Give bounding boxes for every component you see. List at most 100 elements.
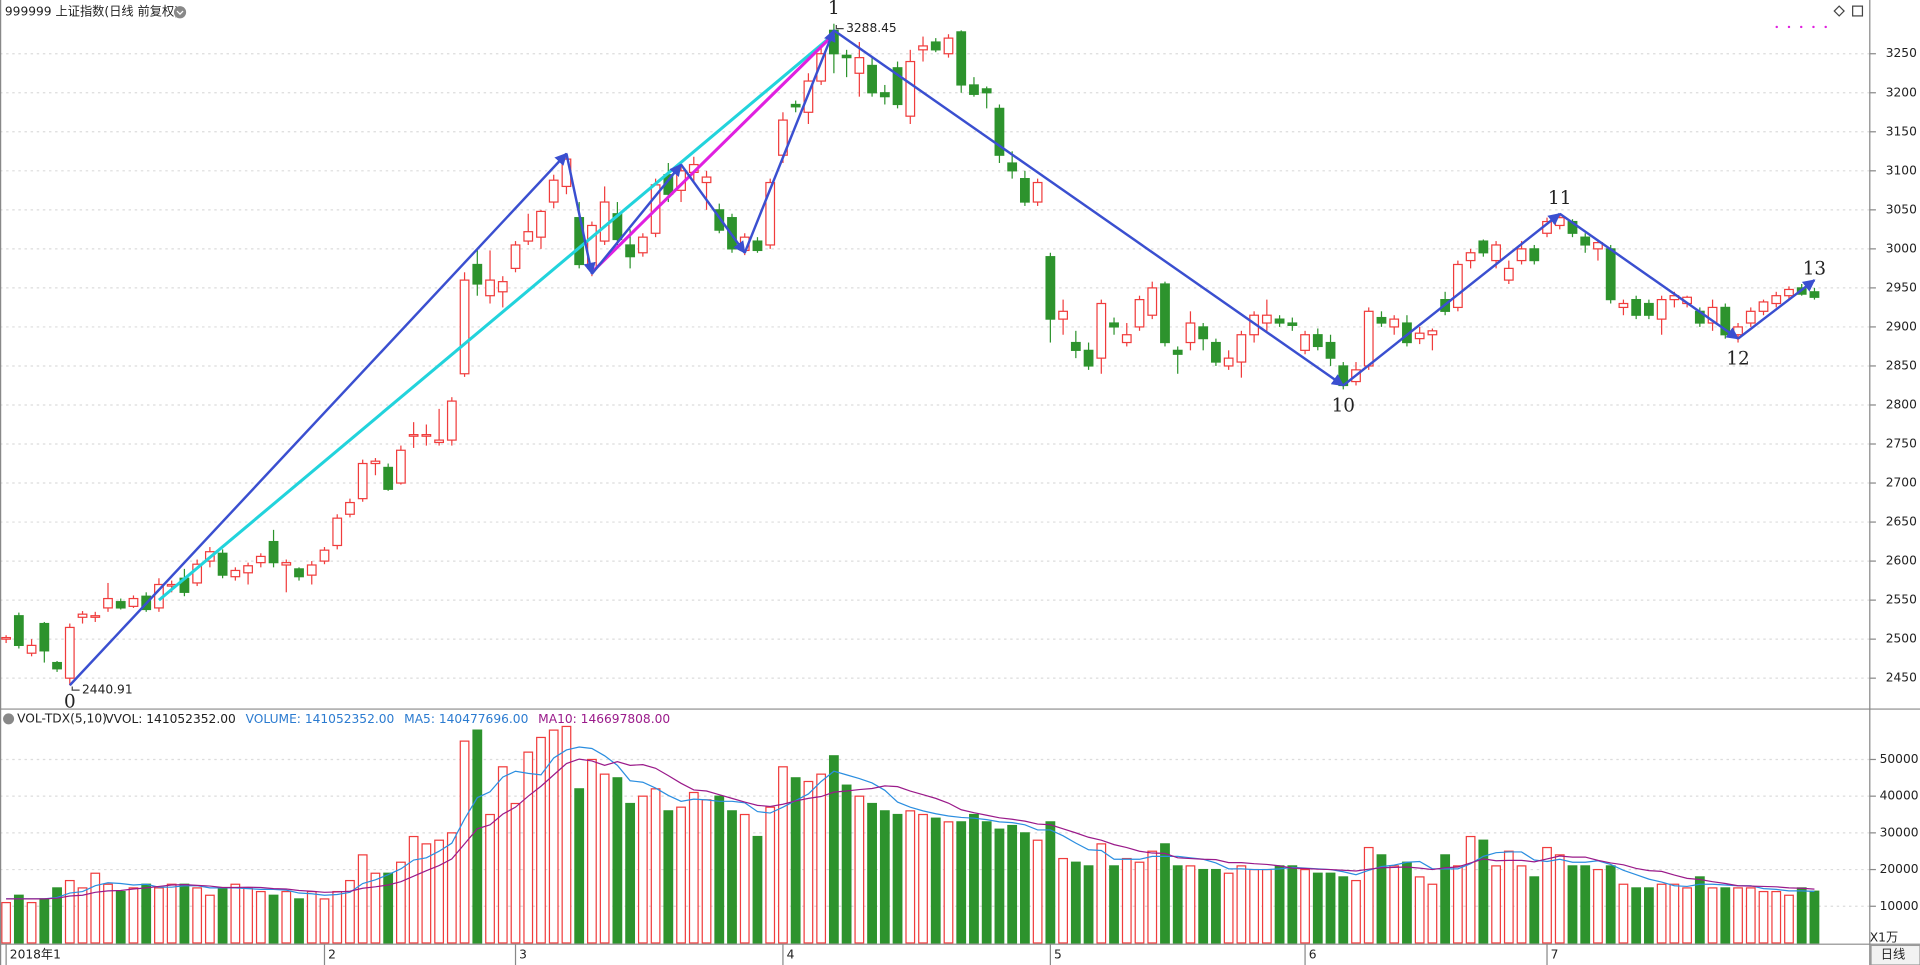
candle-body	[1478, 240, 1489, 254]
candle-body	[1147, 287, 1158, 316]
volume-bar	[1452, 865, 1463, 944]
candle-body	[1185, 322, 1196, 344]
volume-bar	[1631, 887, 1642, 944]
volume-bar	[739, 813, 750, 944]
candle-body	[1389, 318, 1400, 328]
x-tick-label: 6	[1309, 948, 1317, 962]
y-tick-label: 2550	[1886, 593, 1917, 607]
candle-body	[395, 449, 406, 484]
volume-bar	[1593, 868, 1603, 944]
volume-bar	[1058, 857, 1069, 944]
volume-bar	[64, 879, 75, 944]
volume-bar	[294, 898, 304, 944]
volume-bar	[217, 887, 228, 944]
x-tick-label: 3	[519, 948, 527, 962]
period-button[interactable]	[1870, 944, 1920, 965]
volume-bar	[255, 890, 266, 944]
volume-bar	[128, 887, 139, 944]
candle-body	[943, 37, 954, 55]
volume-bar	[1083, 865, 1094, 944]
candle-body	[714, 209, 725, 231]
price-label: 2440.91	[82, 683, 133, 697]
volume-bar	[1287, 865, 1298, 944]
volume-bar	[1172, 865, 1183, 944]
volume-bar	[1020, 832, 1030, 944]
y-tick-label: 3100	[1886, 163, 1917, 177]
price-label-hook	[71, 686, 80, 691]
candle-body	[52, 661, 62, 670]
volume-bar	[981, 821, 992, 944]
toolbar-icon[interactable]	[1833, 5, 1845, 17]
volume-bar	[1784, 894, 1794, 944]
candle-body	[1656, 298, 1667, 320]
volume-bar	[1121, 857, 1132, 944]
unit-label: X1万	[1870, 931, 1898, 945]
toolbar-icon[interactable]	[1852, 5, 1864, 17]
y-tick-label: 20000	[1880, 862, 1919, 876]
volume-bar	[1223, 872, 1234, 944]
candle-body	[1198, 326, 1209, 340]
candle-body	[421, 434, 432, 437]
volume-bar	[1440, 854, 1451, 944]
trend-line	[590, 163, 683, 275]
volume-bar	[1389, 865, 1400, 944]
readout-item: VVOL: 141052352.00	[105, 711, 235, 725]
candle-body	[434, 439, 445, 444]
candle-body	[637, 236, 648, 254]
volume-bar	[879, 810, 890, 944]
y-tick-label: 2950	[1886, 280, 1917, 294]
volume-bar	[599, 773, 610, 944]
volume-bar	[26, 901, 37, 944]
volume-bar	[281, 890, 292, 944]
trend-line	[1559, 212, 1740, 340]
volume-bar	[1771, 890, 1782, 944]
volume-bar	[115, 890, 126, 944]
candle-body	[128, 597, 139, 607]
volume-bar	[1032, 839, 1043, 944]
title-menu-icon-glyph	[176, 10, 184, 15]
volume-bar	[1109, 865, 1119, 944]
volume-bar	[103, 883, 113, 944]
trend-line	[565, 153, 596, 276]
volume-bar	[485, 813, 495, 944]
candle-body	[217, 552, 228, 576]
y-tick-label: 2850	[1886, 358, 1917, 372]
y-tick-label: 10000	[1880, 899, 1919, 913]
volume-bar	[561, 725, 572, 944]
volume-bar	[1796, 887, 1807, 944]
volume-bar	[523, 751, 534, 944]
volume-bar	[192, 887, 203, 944]
title-menu-icon[interactable]	[173, 6, 187, 19]
wave-label: 1	[828, 0, 840, 19]
candle-body	[879, 92, 890, 98]
volume-bar	[1707, 887, 1718, 944]
wave-label: 11	[1548, 188, 1571, 209]
candle-body	[1771, 295, 1782, 305]
candle-body	[1223, 357, 1234, 367]
readout-item: VOLUME: 141052352.00	[246, 711, 395, 725]
volume-bar	[752, 835, 763, 944]
volume-bar	[1211, 868, 1221, 944]
candle-body	[981, 88, 992, 94]
ma10-line	[6, 758, 1815, 900]
volume-bar	[1261, 868, 1272, 944]
volume-bar	[459, 740, 470, 944]
volume-bar	[1733, 887, 1743, 944]
volume-bar	[510, 802, 521, 944]
candle-body	[1109, 322, 1119, 328]
trend-line	[680, 163, 746, 254]
indicator-menu-icon[interactable]	[3, 713, 15, 725]
x-tick-label: 2018年1	[10, 948, 61, 962]
volume-bar	[1656, 883, 1667, 944]
volume-bar	[1147, 850, 1158, 944]
candle-body	[1784, 288, 1794, 297]
volume-bar	[536, 736, 546, 944]
volume-bar	[1096, 843, 1107, 944]
trend-line	[157, 33, 835, 602]
volume-bar	[90, 872, 101, 944]
volume-bar	[1351, 879, 1361, 944]
candle-body	[294, 568, 304, 578]
candle-body	[370, 460, 381, 465]
candle-body	[1376, 316, 1387, 324]
